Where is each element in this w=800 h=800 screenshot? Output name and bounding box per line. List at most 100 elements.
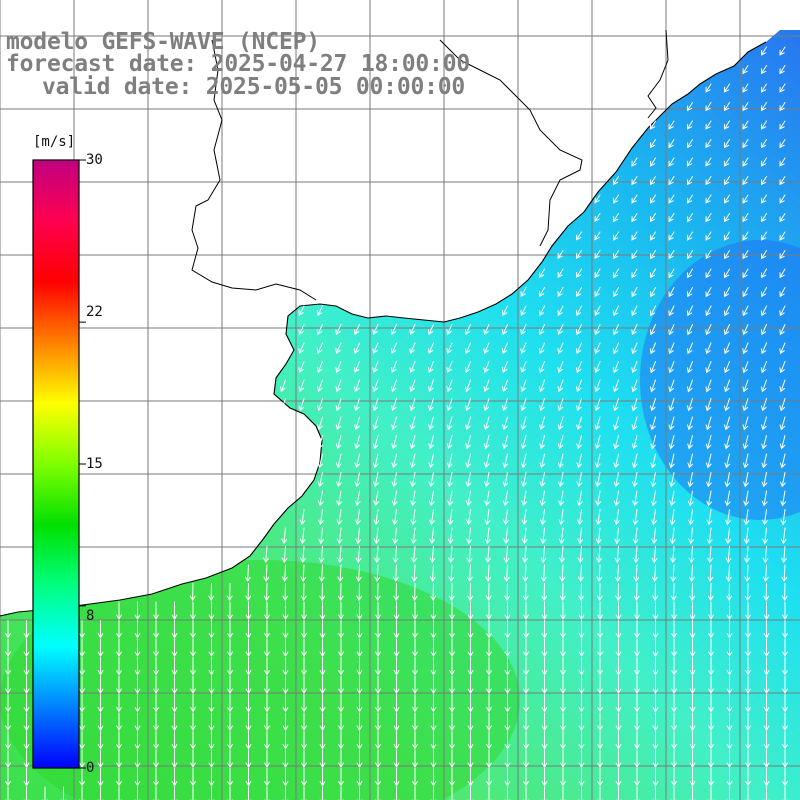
wind-arrow	[5, 712, 11, 731]
wind-arrow	[668, 231, 675, 241]
wind-arrow	[504, 675, 511, 694]
wind-arrow	[539, 268, 545, 279]
wind-arrow	[594, 453, 601, 469]
wind-arrow	[227, 638, 233, 657]
wind-arrow	[651, 509, 657, 526]
wind-arrow	[190, 749, 196, 768]
wind-arrow	[652, 638, 659, 657]
wind-arrow	[23, 768, 30, 787]
wind-arrow	[523, 749, 529, 768]
wind-arrow	[538, 361, 545, 374]
wind-arrow	[5, 786, 11, 800]
wind-arrow	[742, 379, 749, 393]
wind-arrow	[23, 675, 30, 694]
wind-arrow	[705, 305, 712, 317]
wind-arrow	[615, 768, 622, 787]
wind-arrow	[391, 379, 397, 393]
wind-arrow	[762, 546, 769, 564]
wind-arrow	[503, 509, 509, 526]
wind-arrow	[652, 712, 659, 731]
wind-arrow	[779, 250, 786, 260]
wind-arrow	[465, 416, 471, 431]
wind-arrow	[761, 379, 767, 393]
wind-arrow	[612, 324, 619, 336]
wind-arrow	[577, 564, 584, 583]
wind-arrow	[298, 361, 305, 374]
wind-arrow	[5, 749, 11, 768]
wind-arrow	[634, 731, 640, 750]
wind-arrow	[319, 675, 326, 694]
wind-arrow	[742, 120, 749, 130]
wind-arrow	[760, 213, 767, 223]
wind-arrow	[652, 601, 659, 620]
wind-arrow	[782, 620, 788, 639]
wind-arrow	[686, 305, 693, 317]
wind-arrow	[465, 379, 471, 393]
wind-arrow	[338, 712, 344, 731]
wind-arrow	[689, 657, 696, 676]
wind-arrow	[336, 527, 343, 545]
wind-arrow	[578, 657, 585, 676]
wind-arrow	[171, 694, 178, 713]
wind-arrow	[171, 675, 178, 694]
wind-arrow	[23, 620, 30, 639]
wind-arrow	[742, 65, 749, 75]
wind-arrow	[393, 638, 400, 657]
wind-arrow	[245, 768, 252, 787]
wind-arrow	[354, 435, 360, 450]
wind-arrow	[171, 620, 178, 639]
wind-arrow	[742, 213, 749, 223]
wind-arrow	[300, 564, 307, 583]
wind-arrow	[634, 786, 640, 800]
wind-arrow	[208, 786, 215, 800]
wind-arrow	[594, 361, 601, 374]
land-mass	[0, 0, 800, 616]
wind-arrow	[446, 416, 453, 431]
wind-arrow	[761, 398, 767, 412]
wind-arrow	[393, 712, 400, 731]
wind-arrow	[650, 490, 657, 507]
wind-arrow	[245, 694, 252, 713]
wind-arrow	[372, 379, 379, 393]
wind-arrow	[134, 786, 141, 800]
wind-arrow	[652, 731, 659, 750]
wind-arrow	[688, 564, 695, 583]
wind-arrow	[707, 564, 714, 583]
wind-arrow	[613, 379, 619, 393]
wind-arrow	[779, 176, 786, 186]
wind-arrow	[134, 620, 141, 639]
wind-arrow	[760, 65, 767, 75]
wind-arrow	[116, 675, 122, 694]
wind-arrow	[153, 657, 159, 676]
wind-arrow	[745, 749, 751, 768]
wind-arrow	[634, 620, 640, 639]
wind-arrow	[522, 546, 528, 564]
wind-arrow	[760, 324, 767, 336]
wind-arrow	[449, 786, 455, 800]
wind-arrow	[523, 620, 529, 639]
wind-arrow	[319, 731, 326, 750]
wind-arrow	[466, 546, 473, 564]
wind-arrow	[227, 786, 233, 800]
wind-arrow	[484, 527, 491, 545]
wind-arrow	[576, 416, 582, 431]
wind-arrow	[465, 472, 472, 488]
wind-arrow	[742, 83, 749, 93]
wind-arrow	[356, 768, 363, 787]
wind-arrow	[317, 416, 323, 431]
wind-arrow	[597, 675, 603, 694]
wind-arrow	[597, 620, 603, 639]
wind-arrow	[410, 490, 417, 507]
wind-arrow	[706, 509, 713, 526]
wind-arrow	[298, 379, 305, 393]
wind-arrow	[466, 509, 472, 526]
wind-arrow	[557, 305, 564, 317]
wind-arrow	[319, 786, 326, 800]
wind-arrow	[486, 657, 492, 676]
wind-arrow	[541, 768, 548, 787]
wind-arrow	[650, 416, 656, 431]
wind-arrow	[726, 694, 733, 713]
wind-arrow	[353, 342, 360, 355]
wind-arrow	[708, 786, 714, 800]
wind-arrow	[502, 435, 508, 450]
